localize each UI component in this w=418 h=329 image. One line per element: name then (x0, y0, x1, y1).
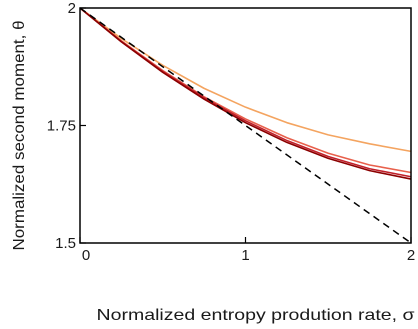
x-tick-label: 1 (241, 247, 249, 264)
x-tick-label: 0 (82, 247, 90, 264)
y-tick-label: 1.75 (47, 118, 76, 135)
series-line-1 (79, 7, 412, 153)
y-tick-label: 2 (68, 0, 76, 17)
y-tick-label: 1.5 (55, 235, 76, 252)
series-line-4 (79, 7, 412, 180)
reference-dashed-line (79, 7, 412, 244)
series-line-2 (79, 7, 412, 174)
series-line-3 (79, 7, 412, 178)
ticks-layer: 0 1 2 1.5 1.75 2 (47, 0, 415, 264)
x-axis-label: Normalized entropy prodution rate, σ (97, 307, 415, 324)
y-axis-label: Normalized second moment, θ (11, 20, 28, 250)
series-layer (79, 7, 412, 244)
x-tick-label: 2 (407, 247, 415, 264)
